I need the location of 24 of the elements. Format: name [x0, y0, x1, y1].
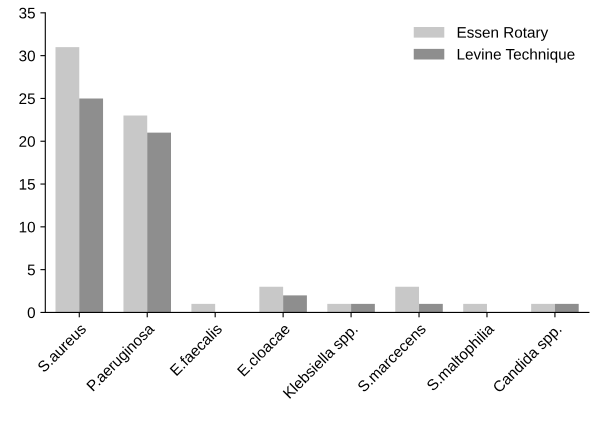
bar	[55, 47, 80, 312]
bar	[463, 304, 487, 312]
bar	[351, 304, 375, 312]
bar	[191, 304, 216, 312]
bar	[123, 116, 148, 312]
bar	[79, 98, 104, 312]
bar	[419, 304, 443, 312]
legend-label: Essen Rotary	[458, 27, 548, 41]
y-tick-label: 15	[20, 179, 35, 190]
y-tick-label: 10	[20, 222, 35, 233]
bar	[147, 132, 172, 312]
legend-label: Levine Technique	[458, 48, 574, 63]
bar	[327, 304, 352, 312]
bar	[531, 304, 555, 312]
bar	[395, 286, 420, 312]
y-tick-label: 25	[19, 93, 35, 104]
y-tick-label: 0	[28, 307, 35, 318]
bar	[259, 286, 284, 312]
y-tick-label: 35	[19, 8, 35, 19]
y-tick-label: 20	[19, 136, 35, 147]
y-tick-label: 30	[19, 50, 35, 62]
y-tick-label: 5	[28, 264, 35, 276]
bar	[554, 304, 579, 312]
bar	[283, 295, 307, 312]
